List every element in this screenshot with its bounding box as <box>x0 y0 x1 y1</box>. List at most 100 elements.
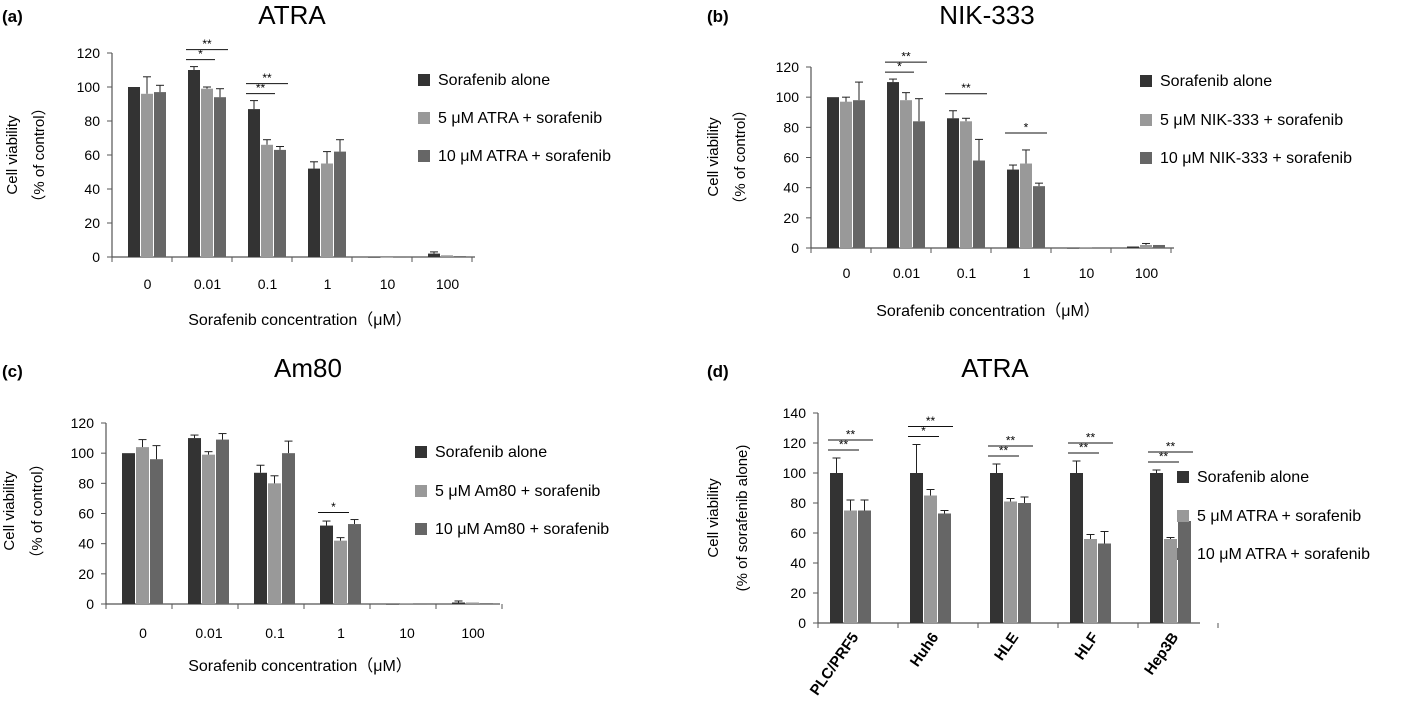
legend-label: 10 μM NIK-333 + sorafenib <box>1160 150 1352 167</box>
y-tick-label: 80 <box>783 119 799 135</box>
bar <box>466 602 479 604</box>
x-tick-label: 1 <box>1023 265 1031 281</box>
x-axis-label: Sorafenib concentration（μM） <box>188 657 412 675</box>
bar <box>136 447 149 604</box>
significance-label: ** <box>846 428 856 442</box>
panel-d: (d) ATRA 0 20 40 60 80 100 120 140 Cell viability (… <box>705 353 1411 722</box>
significance-label: ** <box>961 81 971 95</box>
legend-swatch <box>1140 114 1152 126</box>
bar <box>973 160 985 248</box>
y-tick-label: 0 <box>86 596 94 612</box>
panel-c: (c) Am80 0 20 40 60 80 100 120 Cell viability （% o… <box>0 353 705 722</box>
bar <box>1140 244 1152 248</box>
panel-label: (c) <box>2 362 23 381</box>
bar <box>1084 539 1097 623</box>
legend-swatch <box>1177 548 1189 560</box>
bar <box>348 524 361 604</box>
legend-label: Sorafenib alone <box>1160 73 1272 90</box>
y-tick-label: 100 <box>783 465 807 481</box>
y-tick-label: 20 <box>783 210 799 226</box>
y-tick-label: 100 <box>776 89 800 105</box>
bar <box>154 92 166 257</box>
legend-label: 5 μM Am80 + sorafenib <box>435 483 600 500</box>
bar <box>960 121 972 248</box>
legend-swatch <box>415 446 427 458</box>
panel-label: (b) <box>707 7 729 26</box>
significance-label: ** <box>926 414 936 428</box>
bar <box>1178 521 1191 623</box>
significance-label: * <box>198 47 203 61</box>
bar <box>441 255 453 257</box>
y-axis-label: Cell viability <box>705 117 722 197</box>
bar <box>1080 247 1092 248</box>
x-tick-label: 1 <box>324 276 332 292</box>
bar <box>910 473 923 623</box>
significance-label: * <box>897 60 902 74</box>
legend-swatch <box>1140 152 1152 164</box>
y-axis-label: Cell viability <box>4 115 21 195</box>
bar <box>248 109 260 257</box>
x-tick-label: 0 <box>144 276 152 292</box>
legend-label: 10 μM ATRA + sorafenib <box>438 148 611 165</box>
x-tick-label: Hep3B <box>1141 629 1182 678</box>
significance-label: ** <box>999 444 1009 458</box>
x-tick-label: 0.1 <box>265 625 285 641</box>
x-tick-label: 0.1 <box>957 265 977 281</box>
y-tick-label: 40 <box>84 181 100 197</box>
y-tick-label: 0 <box>798 615 806 631</box>
x-axis-label: Sorafenib concentration（μM） <box>188 311 412 329</box>
significance-label: * <box>331 500 336 514</box>
y-tick-label: 100 <box>71 445 95 461</box>
y-tick-label: 120 <box>77 45 101 61</box>
y-axis-label: Cell viability <box>1 471 18 551</box>
significance-label: ** <box>1079 441 1089 455</box>
bar <box>1127 246 1139 248</box>
bar <box>887 82 899 248</box>
x-axis-label: Sorafenib concentration（μM） <box>876 302 1100 320</box>
bar <box>1004 501 1017 623</box>
bar <box>201 88 213 257</box>
y-tick-label: 140 <box>783 405 807 421</box>
bar <box>414 604 427 605</box>
legend-label: Sorafenib alone <box>435 444 547 461</box>
x-tick-label: 0 <box>843 265 851 281</box>
bar <box>150 459 163 604</box>
x-tick-label: 0 <box>139 625 147 641</box>
bar <box>128 87 140 257</box>
bar <box>1150 473 1163 623</box>
bar <box>381 257 393 258</box>
legend-swatch <box>1177 471 1189 483</box>
chart-title: Am80 <box>274 353 342 383</box>
legend-swatch <box>1177 510 1189 522</box>
y-axis-label: Cell viability <box>705 478 722 558</box>
y-tick-label: 80 <box>84 113 100 129</box>
bar <box>321 163 333 257</box>
bar <box>334 540 347 604</box>
bar <box>452 602 465 604</box>
bar <box>274 149 286 257</box>
legend-swatch <box>418 112 430 124</box>
x-tick-label: 100 <box>461 625 485 641</box>
legend-label: 5 μM NIK-333 + sorafenib <box>1160 112 1343 129</box>
x-tick-label: HLF <box>1072 630 1103 664</box>
y-tick-label: 60 <box>78 506 94 522</box>
y-tick-label: 0 <box>791 240 799 256</box>
legend-swatch <box>415 485 427 497</box>
bar <box>938 513 951 623</box>
y-tick-label: 20 <box>790 585 806 601</box>
significance-label: * <box>1024 120 1029 134</box>
y-tick-label: 80 <box>790 495 806 511</box>
legend-label: 10 μM Am80 + sorafenib <box>435 521 609 538</box>
chart-title: ATRA <box>961 353 1029 383</box>
bar <box>188 70 200 257</box>
legend-label: 5 μM ATRA + sorafenib <box>438 110 602 127</box>
panel-label: (d) <box>707 362 729 381</box>
bar <box>480 603 493 604</box>
x-tick-label: 10 <box>399 625 415 641</box>
bar <box>913 121 925 248</box>
legend-swatch <box>418 74 430 86</box>
bar <box>428 253 440 257</box>
legend-label: Sorafenib alone <box>1197 469 1309 486</box>
